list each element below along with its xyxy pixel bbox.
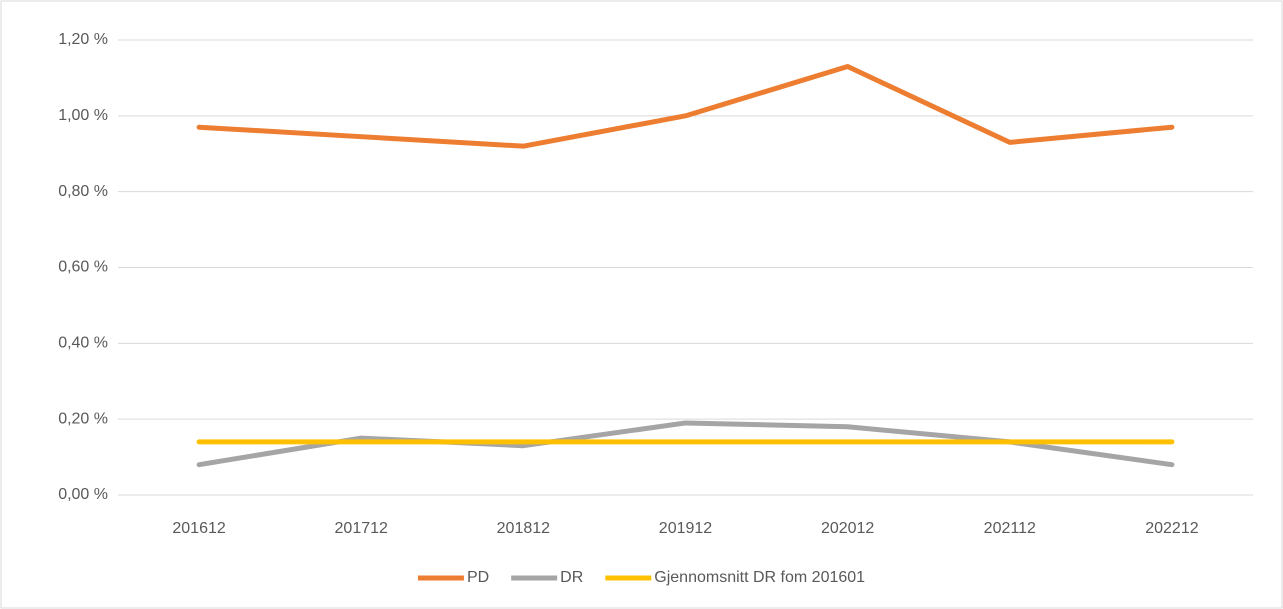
legend-item: PD [417, 569, 489, 586]
y-tick-label: 1,00 % [58, 107, 108, 124]
y-tick-label: 1,20 % [58, 31, 108, 48]
legend-item: DR [511, 569, 583, 586]
y-tick-label: 0,40 % [58, 335, 108, 352]
y-tick-label: 0,60 % [58, 259, 108, 276]
series-line [196, 64, 1175, 149]
x-tick-label: 202212 [1145, 520, 1198, 537]
x-tick-label: 202112 [984, 520, 1036, 537]
x-tick-label: 202012 [821, 520, 874, 537]
x-tick-label: 201612 [172, 520, 225, 537]
x-tick-label: 201812 [497, 520, 550, 537]
x-tick-label: 201912 [659, 520, 712, 537]
legend-label: PD [467, 569, 489, 586]
legend-label: Gjennomsnitt DR fom 201601 [654, 569, 865, 586]
x-tick-label: 201712 [335, 520, 388, 537]
legend-item: Gjennomsnitt DR fom 201601 [605, 569, 865, 586]
y-tick-label: 0,00 % [58, 486, 108, 503]
y-tick-label: 0,20 % [58, 410, 108, 427]
legend-label: DR [560, 569, 583, 586]
y-tick-label: 0,80 % [58, 183, 108, 200]
